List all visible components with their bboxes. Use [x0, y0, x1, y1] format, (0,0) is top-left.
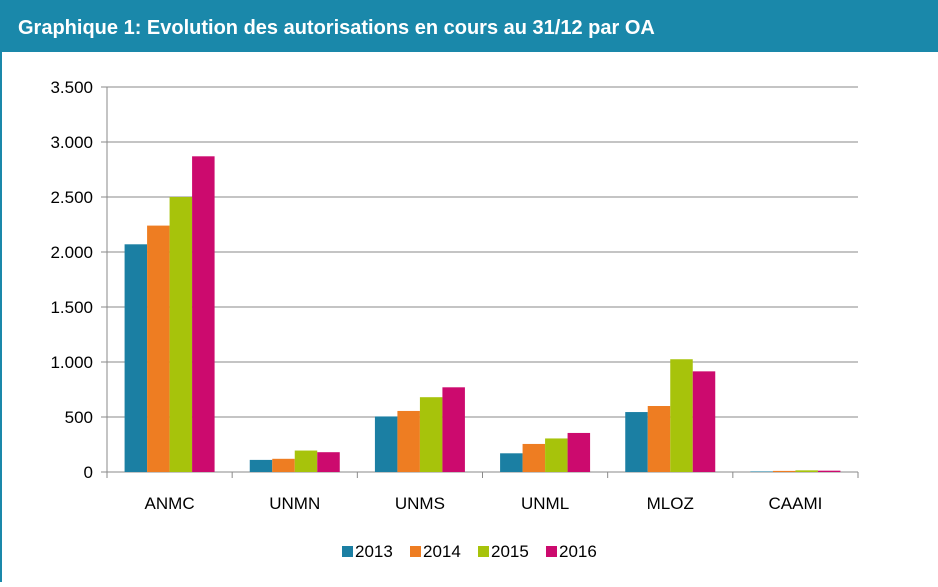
x-tick-label: UNMS: [395, 494, 445, 513]
x-tick-label: UNMN: [269, 494, 320, 513]
bar: [169, 197, 193, 472]
bar: [294, 450, 318, 472]
bar: [397, 410, 420, 472]
legend-swatch: [410, 546, 421, 557]
bar: [795, 470, 818, 472]
x-tick-label: MLOZ: [647, 494, 694, 513]
y-tick-label: 1.500: [50, 298, 93, 317]
legend-label: 2016: [559, 542, 597, 561]
bar: [647, 406, 671, 472]
legend-swatch: [546, 546, 557, 557]
bar: [817, 470, 841, 472]
y-tick-label: 2.500: [50, 188, 93, 207]
y-tick-label: 3.000: [50, 133, 93, 152]
bar: [419, 397, 443, 472]
x-tick-label: CAAMI: [768, 494, 822, 513]
y-tick-label: 2.000: [50, 243, 93, 262]
bar: [317, 452, 340, 472]
bar: [625, 412, 648, 472]
bar: [249, 459, 273, 472]
bar: [772, 470, 796, 472]
bar: [124, 244, 148, 472]
bar: [192, 156, 215, 473]
bar: [272, 458, 295, 472]
legend-swatch: [478, 546, 489, 557]
chart-title: Graphique 1: Evolution des autorisations…: [18, 17, 655, 39]
bar: [147, 225, 170, 472]
bar: [567, 432, 591, 472]
legend-swatch: [342, 546, 353, 557]
y-tick-label: 500: [65, 408, 93, 427]
title-bar: [0, 0, 938, 52]
legend-label: 2015: [491, 542, 529, 561]
bar: [750, 471, 773, 472]
bar: [545, 438, 568, 472]
bar: [522, 443, 546, 472]
y-tick-label: 1.000: [50, 353, 93, 372]
y-tick-label: 3.500: [50, 78, 93, 97]
bar: [374, 416, 398, 472]
bar: [692, 371, 716, 472]
x-tick-label: UNML: [521, 494, 569, 513]
legend-label: 2013: [355, 542, 393, 561]
legend-label: 2014: [423, 542, 461, 561]
bar: [670, 359, 693, 472]
x-tick-label: ANMC: [145, 494, 195, 513]
bar: [442, 387, 465, 472]
y-tick-label: 0: [84, 463, 93, 482]
bar: [500, 453, 523, 472]
